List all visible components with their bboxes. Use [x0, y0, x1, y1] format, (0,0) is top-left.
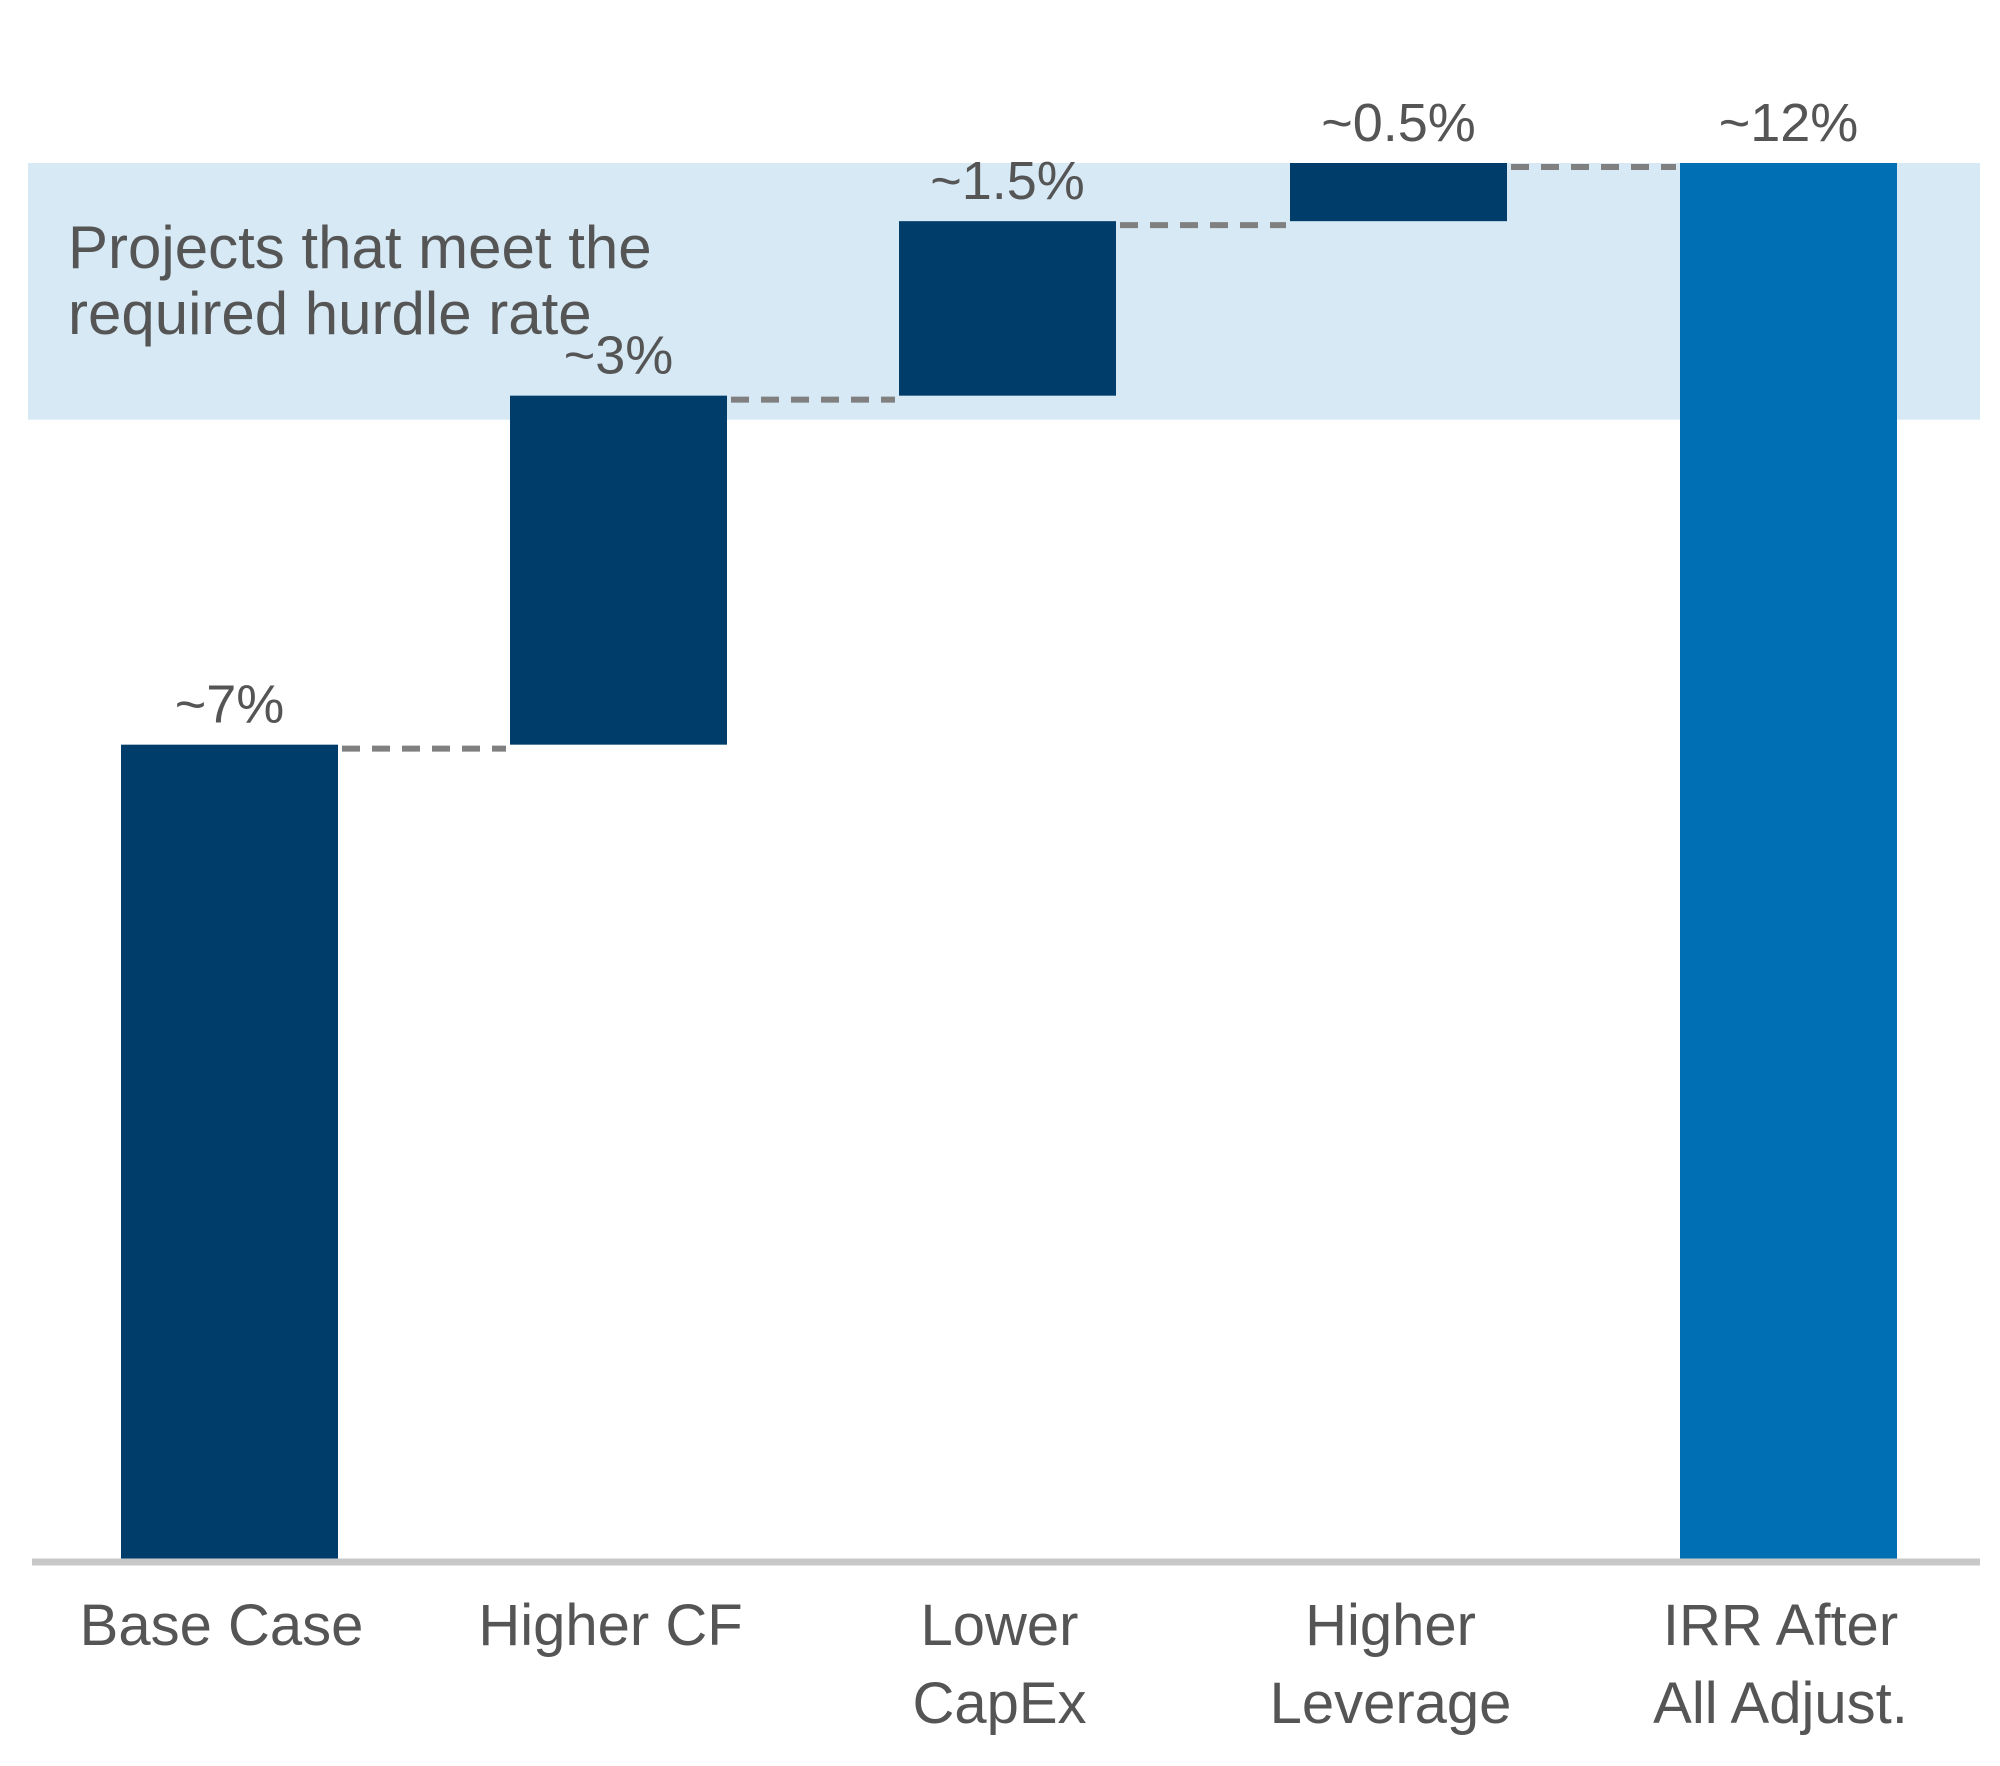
category-label: Base Case: [80, 1593, 364, 1658]
bar-0: [121, 744, 338, 1559]
category-label: Lower: [921, 1593, 1079, 1658]
category-label: IRR After: [1663, 1593, 1898, 1658]
bar-4: [1680, 163, 1897, 1559]
category-label: CapEx: [912, 1671, 1086, 1736]
data-label: ~0.5%: [1321, 93, 1476, 153]
data-label: ~1.5%: [930, 151, 1085, 211]
bar-2: [899, 221, 1116, 396]
data-label: ~3%: [564, 326, 674, 386]
bar-3: [1290, 163, 1507, 222]
bar-1: [510, 395, 727, 745]
hurdle-band-label: required hurdle rate: [68, 280, 592, 347]
category-label: Higher: [1305, 1593, 1476, 1658]
data-label: ~7%: [175, 675, 285, 735]
category-label: Leverage: [1270, 1671, 1512, 1736]
category-label: Higher CF: [478, 1593, 742, 1658]
category-label: All Adjust.: [1653, 1671, 1908, 1736]
data-label: ~12%: [1719, 93, 1859, 153]
hurdle-band-label: Projects that meet the: [68, 214, 652, 281]
